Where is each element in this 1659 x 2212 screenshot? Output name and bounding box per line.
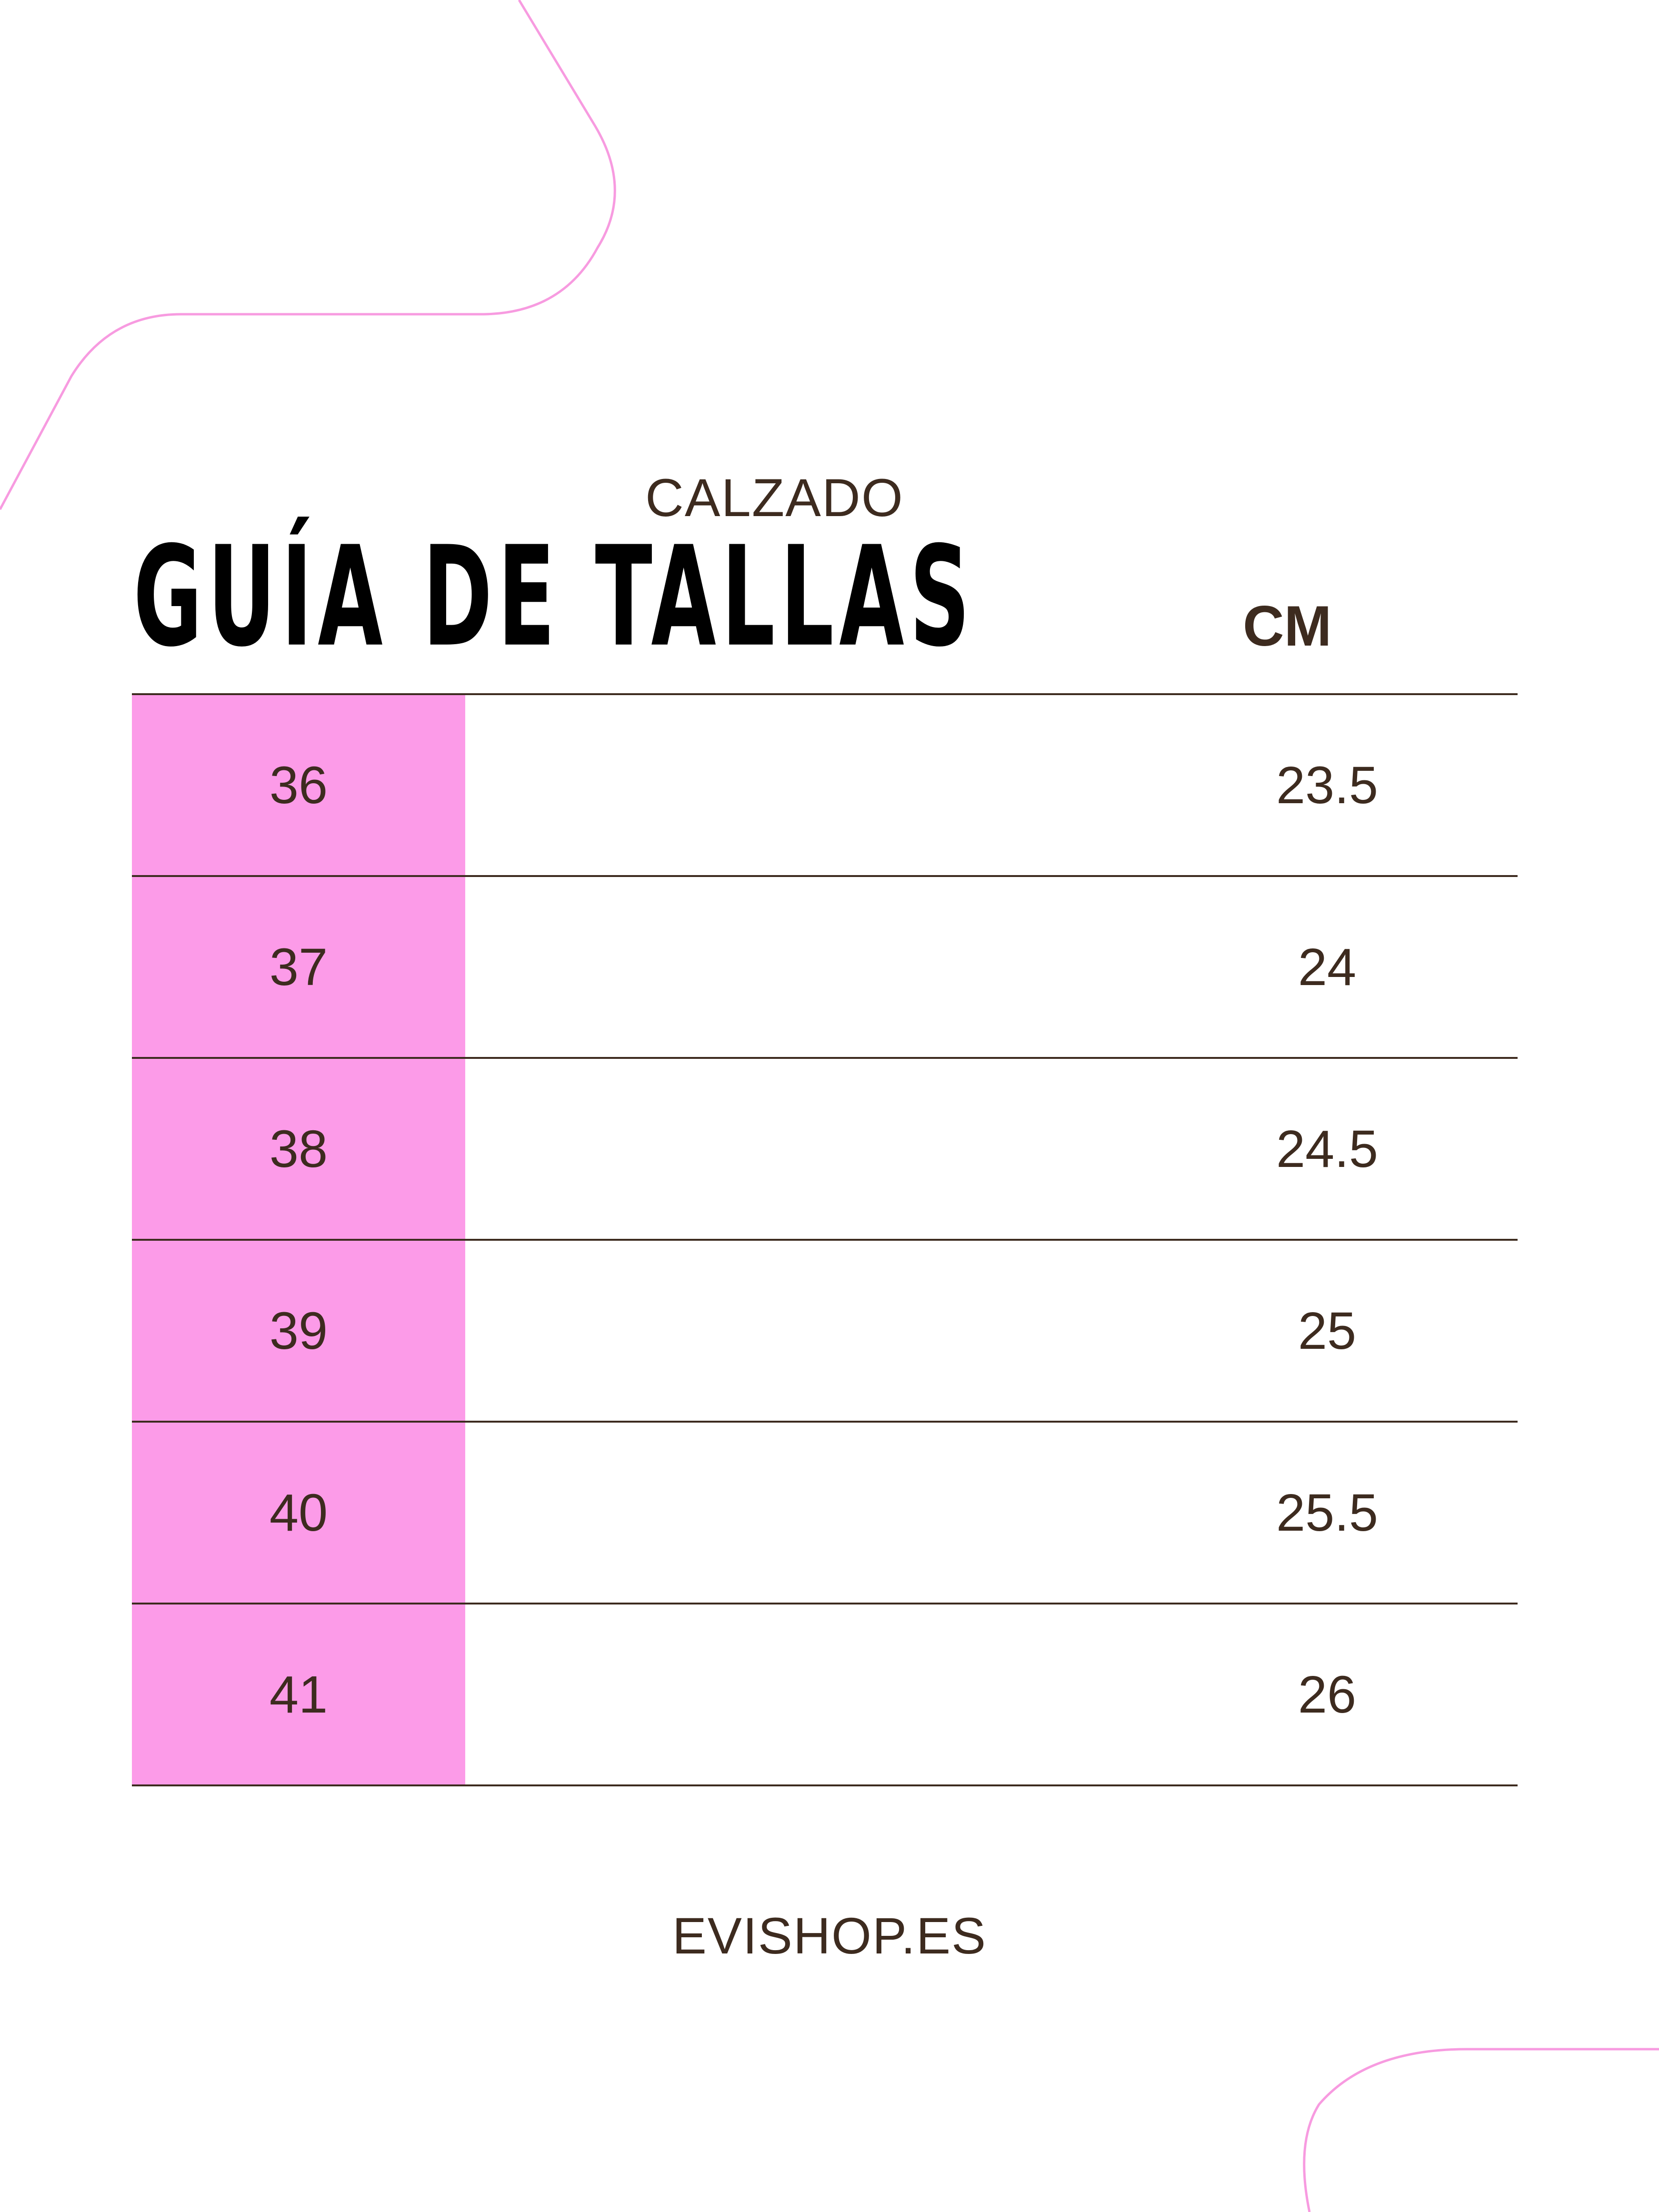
table-row: 37 24 [132,875,1518,1057]
website-footer: EVISHOP.ES [672,1907,987,1964]
cm-cell: 24.5 [1276,1119,1379,1178]
cm-column-header: CM [1243,594,1332,658]
size-cell: 37 [132,877,465,1057]
table-row: 40 25.5 [132,1421,1518,1603]
top-left-outline-shape [0,0,616,510]
size-cell: 38 [132,1059,465,1239]
table-row: 41 26 [132,1603,1518,1786]
cm-cell: 24 [1298,937,1357,996]
size-cell: 39 [132,1241,465,1421]
cm-cell: 25 [1298,1301,1357,1360]
table-row: 38 24.5 [132,1057,1518,1239]
page-title: GUÍA DE TALLAS [133,517,976,678]
bottom-right-outline-shape [1303,2048,1659,2212]
cm-cell: 26 [1298,1665,1357,1724]
table-row: 39 25 [132,1239,1518,1421]
size-cell: 41 [132,1604,465,1784]
size-cell: 40 [132,1423,465,1603]
cm-cell: 25.5 [1276,1483,1379,1542]
table-row: 36 23.5 [132,693,1518,875]
size-cell: 36 [132,695,465,875]
size-table: 36 23.5 37 24 38 24.5 39 25 40 25.5 41 2… [132,693,1518,1786]
category-subtitle: CALZADO [645,468,904,528]
cm-cell: 23.5 [1276,756,1379,815]
